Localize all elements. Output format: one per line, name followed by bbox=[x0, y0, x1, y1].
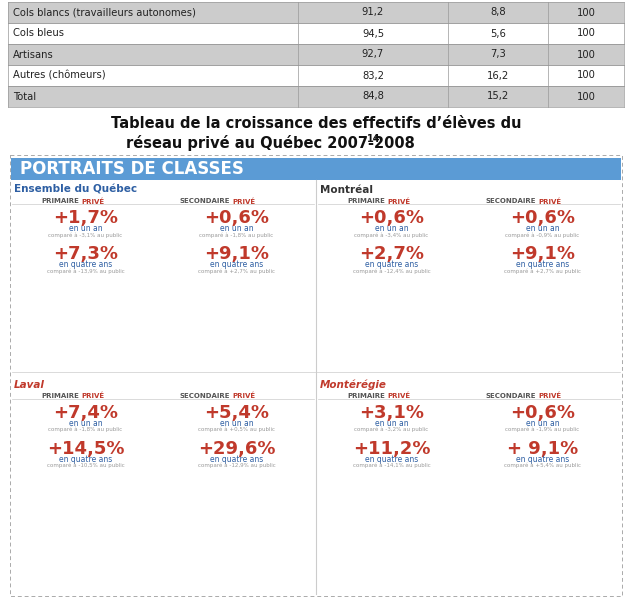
Bar bbox=[8, 86, 624, 107]
Text: +7,4%: +7,4% bbox=[53, 404, 118, 422]
Text: SECONDAIRE: SECONDAIRE bbox=[180, 198, 231, 204]
Text: +0,6%: +0,6% bbox=[359, 209, 424, 227]
Text: en quatre ans: en quatre ans bbox=[210, 260, 263, 269]
Text: comparé à -14,1% au public: comparé à -14,1% au public bbox=[353, 463, 430, 468]
Text: comparé à -1,8% au public: comparé à -1,8% au public bbox=[199, 232, 274, 237]
Text: +0,6%: +0,6% bbox=[510, 404, 575, 422]
Text: +29,6%: +29,6% bbox=[198, 440, 276, 458]
Text: Artisans: Artisans bbox=[13, 50, 54, 59]
Text: 100: 100 bbox=[576, 29, 595, 38]
Text: comparé à +5,4% au public: comparé à +5,4% au public bbox=[504, 463, 581, 468]
Bar bbox=[8, 23, 624, 44]
Text: PRIVÉ: PRIVÉ bbox=[233, 393, 255, 399]
Text: comparé à -0,9% au public: comparé à -0,9% au public bbox=[506, 232, 580, 237]
Text: PRIVÉ: PRIVÉ bbox=[387, 198, 411, 205]
Text: Tableau de la croissance des effectifs d’élèves du: Tableau de la croissance des effectifs d… bbox=[111, 117, 521, 132]
Text: Autres (chômeurs): Autres (chômeurs) bbox=[13, 71, 106, 81]
Text: 7,3: 7,3 bbox=[490, 50, 506, 59]
Text: +3,1%: +3,1% bbox=[359, 404, 424, 422]
Text: en quatre ans: en quatre ans bbox=[210, 455, 263, 464]
Text: PRIVÉ: PRIVÉ bbox=[82, 198, 105, 205]
Text: Laval: Laval bbox=[14, 380, 45, 390]
Text: en quatre ans: en quatre ans bbox=[516, 260, 569, 269]
Text: 100: 100 bbox=[576, 50, 595, 59]
Text: + 9,1%: + 9,1% bbox=[507, 440, 578, 458]
Text: en un an: en un an bbox=[375, 419, 408, 428]
Text: en un an: en un an bbox=[69, 419, 102, 428]
Text: PRIVÉ: PRIVÉ bbox=[387, 393, 411, 399]
Text: PRIMAIRE: PRIMAIRE bbox=[42, 198, 80, 204]
Text: en un an: en un an bbox=[375, 224, 408, 233]
Text: 100: 100 bbox=[576, 8, 595, 17]
Text: Montérégie: Montérégie bbox=[320, 380, 387, 390]
Text: +5,4%: +5,4% bbox=[204, 404, 269, 422]
Text: Cols blancs (travailleurs autonomes): Cols blancs (travailleurs autonomes) bbox=[13, 8, 196, 17]
Text: 8,8: 8,8 bbox=[490, 8, 506, 17]
Text: Montréal: Montréal bbox=[320, 185, 373, 195]
Text: 83,2: 83,2 bbox=[362, 71, 384, 81]
Text: +1,7%: +1,7% bbox=[53, 209, 118, 227]
Text: comparé à -1,9% au public: comparé à -1,9% au public bbox=[506, 427, 580, 432]
Text: SECONDAIRE: SECONDAIRE bbox=[486, 198, 537, 204]
Text: comparé à +2,7% au public: comparé à +2,7% au public bbox=[504, 268, 581, 273]
Text: 14: 14 bbox=[367, 134, 380, 144]
Text: comparé à +2,7% au public: comparé à +2,7% au public bbox=[198, 268, 275, 273]
Text: comparé à -10,5% au public: comparé à -10,5% au public bbox=[47, 463, 125, 468]
Text: en un an: en un an bbox=[526, 419, 559, 428]
Bar bbox=[8, 44, 624, 65]
Text: comparé à -3,4% au public: comparé à -3,4% au public bbox=[355, 232, 428, 237]
Text: en quatre ans: en quatre ans bbox=[59, 260, 112, 269]
Text: +2,7%: +2,7% bbox=[359, 245, 424, 263]
Text: comparé à -13,9% au public: comparé à -13,9% au public bbox=[47, 268, 125, 273]
Bar bbox=[8, 2, 624, 23]
Text: 5,6: 5,6 bbox=[490, 29, 506, 38]
Text: +0,6%: +0,6% bbox=[510, 209, 575, 227]
Text: 100: 100 bbox=[576, 91, 595, 102]
Text: 84,8: 84,8 bbox=[362, 91, 384, 102]
Text: 15,2: 15,2 bbox=[487, 91, 509, 102]
Text: en un an: en un an bbox=[69, 224, 102, 233]
Text: 91,2: 91,2 bbox=[362, 8, 384, 17]
Text: comparé à +0,5% au public: comparé à +0,5% au public bbox=[198, 427, 275, 432]
Text: +14,5%: +14,5% bbox=[47, 440, 125, 458]
Text: comparé à -12,4% au public: comparé à -12,4% au public bbox=[353, 268, 430, 273]
Text: Cols bleus: Cols bleus bbox=[13, 29, 64, 38]
Text: en quatre ans: en quatre ans bbox=[59, 455, 112, 464]
Text: en un an: en un an bbox=[220, 224, 253, 233]
Text: +9,1%: +9,1% bbox=[510, 245, 575, 263]
Text: PRIVÉ: PRIVÉ bbox=[233, 198, 255, 205]
Bar bbox=[11, 158, 621, 180]
Text: +7,3%: +7,3% bbox=[53, 245, 118, 263]
Bar bbox=[8, 65, 624, 86]
Text: SECONDAIRE: SECONDAIRE bbox=[486, 393, 537, 399]
Text: +0,6%: +0,6% bbox=[204, 209, 269, 227]
Text: en quatre ans: en quatre ans bbox=[365, 455, 418, 464]
Text: SECONDAIRE: SECONDAIRE bbox=[180, 393, 231, 399]
Text: 100: 100 bbox=[576, 71, 595, 81]
Text: +9,1%: +9,1% bbox=[204, 245, 269, 263]
Text: comparé à -1,8% au public: comparé à -1,8% au public bbox=[49, 427, 123, 432]
Text: Total: Total bbox=[13, 91, 36, 102]
Text: PRIMAIRE: PRIMAIRE bbox=[348, 198, 386, 204]
Text: PRIMAIRE: PRIMAIRE bbox=[348, 393, 386, 399]
Text: PRIVÉ: PRIVÉ bbox=[538, 198, 562, 205]
Text: comparé à -3,1% au public: comparé à -3,1% au public bbox=[49, 232, 123, 237]
Text: +11,2%: +11,2% bbox=[353, 440, 430, 458]
Text: en un an: en un an bbox=[220, 419, 253, 428]
Text: 92,7: 92,7 bbox=[362, 50, 384, 59]
Text: comparé à -12,9% au public: comparé à -12,9% au public bbox=[198, 463, 276, 468]
Text: comparé à -3,2% au public: comparé à -3,2% au public bbox=[355, 427, 428, 432]
Text: 16,2: 16,2 bbox=[487, 71, 509, 81]
Text: en quatre ans: en quatre ans bbox=[516, 455, 569, 464]
Text: PRIVÉ: PRIVÉ bbox=[82, 393, 105, 399]
Text: en un an: en un an bbox=[526, 224, 559, 233]
Text: PORTRAITS DE CLASSES: PORTRAITS DE CLASSES bbox=[20, 160, 244, 178]
Text: réseau privé au Québec 2007-2008: réseau privé au Québec 2007-2008 bbox=[126, 135, 415, 151]
Text: PRIMAIRE: PRIMAIRE bbox=[42, 393, 80, 399]
Text: PRIVÉ: PRIVÉ bbox=[538, 393, 562, 399]
Text: 94,5: 94,5 bbox=[362, 29, 384, 38]
Text: en quatre ans: en quatre ans bbox=[365, 260, 418, 269]
Text: Ensemble du Québec: Ensemble du Québec bbox=[14, 185, 137, 195]
